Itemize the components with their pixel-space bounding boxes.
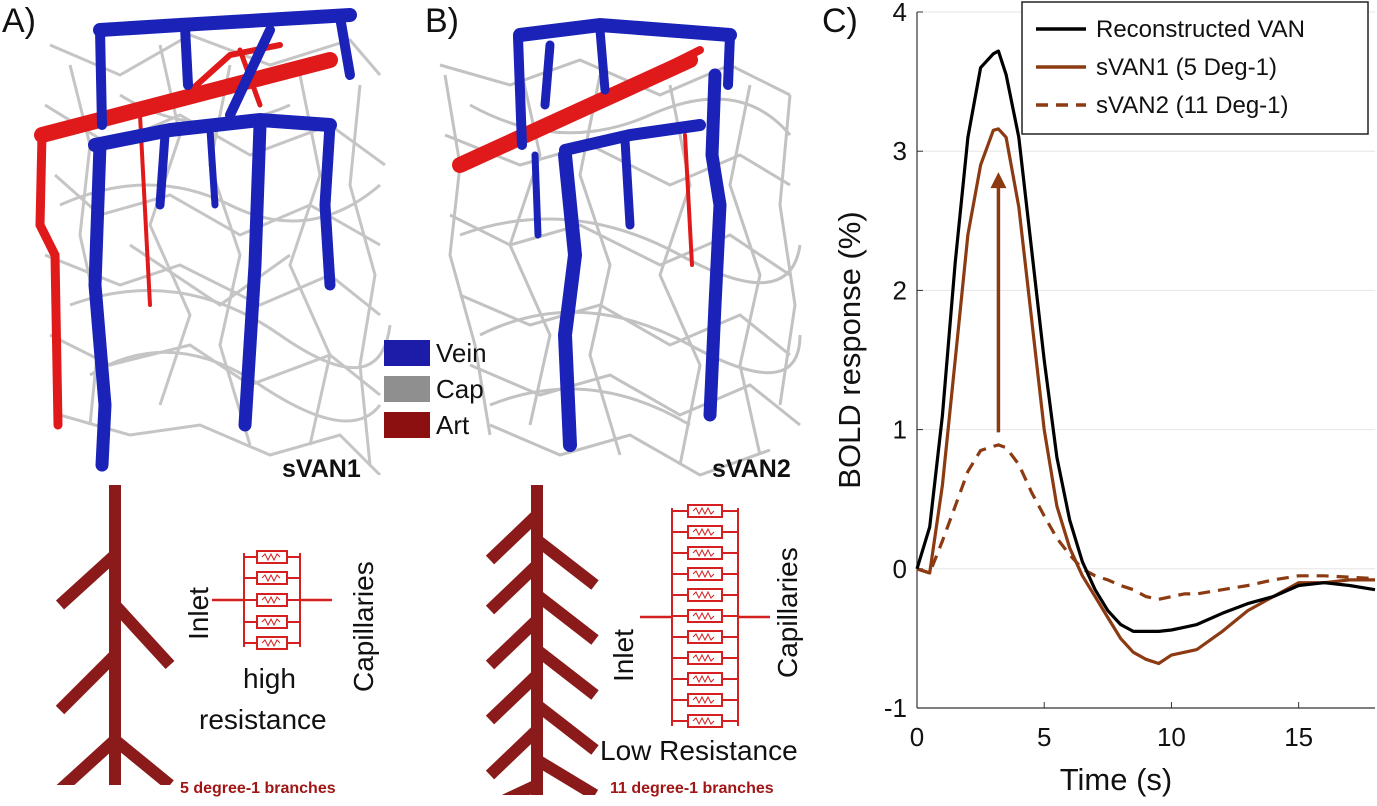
- network-svan2-illustration: [439, 17, 802, 477]
- chart-annotation: [990, 172, 1007, 433]
- series-line-svan1: [916, 127, 1375, 666]
- resistor-network-5: [212, 550, 332, 650]
- legend-vein-label: Vein: [436, 338, 487, 368]
- legend-vein-swatch: [384, 340, 430, 366]
- y-tick-label: 3: [893, 136, 907, 166]
- y-axis-label: BOLD response (%): [832, 211, 867, 488]
- resistance-label-a-line2: resistance: [199, 704, 327, 735]
- x-tick-label: 15: [1284, 722, 1313, 752]
- annotation-arrow-head: [990, 172, 1007, 189]
- branch-tree-5: [55, 485, 175, 785]
- x-tick-label: 5: [1037, 722, 1051, 752]
- resistance-label-b: Low Resistance: [600, 735, 798, 766]
- legend-art-swatch: [384, 412, 430, 438]
- legend-cap-swatch: [384, 376, 430, 402]
- panel-b-label: B): [425, 2, 459, 40]
- x-tick-label: 0: [910, 722, 924, 752]
- vein-vessels: [88, 8, 357, 472]
- branch-tree-11: [485, 485, 599, 795]
- x-axis-label: Time (s): [1060, 762, 1173, 797]
- branches-caption-a: 5 degree-1 branches: [180, 780, 336, 797]
- inlet-label-a: Inlet: [183, 587, 214, 640]
- capillaries-label-b: Capillaries: [772, 547, 803, 678]
- capillaries-label-a: Capillaries: [348, 561, 379, 692]
- capillary-mesh: [439, 58, 802, 477]
- legend-entry-label: sVAN2 (11 Deg-1): [1096, 92, 1289, 119]
- legend-cap-label: Cap: [436, 374, 484, 404]
- y-tick-label: 2: [893, 275, 907, 305]
- artery-vessels: [452, 46, 704, 267]
- network-svan1-illustration: [34, 8, 392, 475]
- network-label-svan2: sVAN2: [712, 455, 791, 483]
- legend-art-label: Art: [436, 410, 470, 440]
- artery-vessels: [34, 42, 338, 430]
- y-tick-label: 4: [893, 0, 907, 27]
- chart-legend: Reconstructed VAN sVAN1 (5 Deg-1) sVAN2 (1…: [1021, 1, 1369, 135]
- x-tick-label: 10: [1157, 722, 1186, 752]
- y-tick-label: 1: [893, 415, 907, 445]
- resistor-network-11: [640, 504, 770, 728]
- series-line-svan2: [916, 443, 1376, 601]
- vein-vessels: [513, 17, 737, 452]
- chart-series: [915, 49, 1376, 666]
- branches-caption-b: 11 degree-1 branches: [610, 780, 774, 797]
- network-label-svan1: sVAN1: [282, 455, 361, 483]
- y-tick-label: -1: [884, 693, 907, 723]
- panel-c-label: C): [822, 2, 858, 40]
- inlet-label-b: Inlet: [608, 629, 639, 682]
- legend-entry-label: sVAN1 (5 Deg-1): [1096, 54, 1277, 81]
- y-tick-label: 0: [893, 554, 907, 584]
- resistance-label-a-line1: high: [243, 663, 296, 694]
- series-line-reconstructed-van: [915, 49, 1376, 633]
- legend-entry-label: Reconstructed VAN: [1096, 16, 1305, 43]
- panel-a-label: A): [2, 2, 36, 40]
